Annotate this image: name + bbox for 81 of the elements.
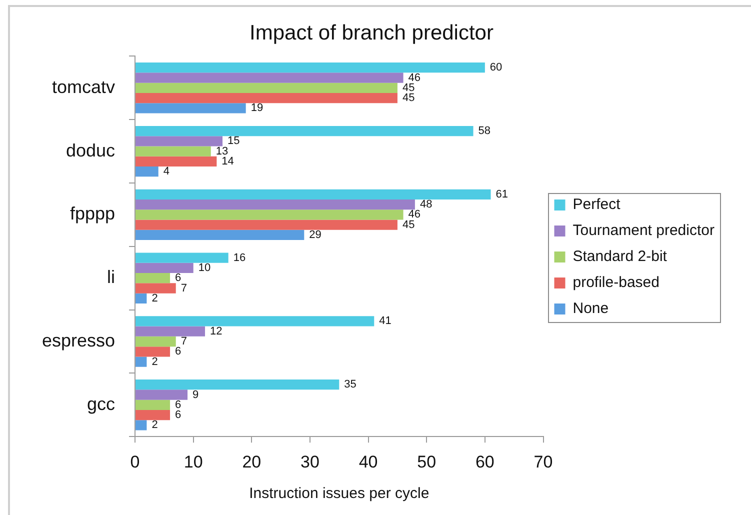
- bar: [136, 326, 206, 336]
- data-label: 6: [175, 409, 182, 422]
- bar: [136, 336, 176, 347]
- data-label: 2: [152, 356, 158, 368]
- x-tick-label: 20: [242, 452, 262, 472]
- x-tick-label: 50: [417, 452, 436, 472]
- bar: [136, 410, 170, 420]
- x-tick-label: 0: [130, 452, 140, 472]
- bar: [136, 82, 398, 93]
- data-label: 12: [210, 325, 222, 338]
- bar: [136, 136, 223, 146]
- bar: [136, 72, 404, 83]
- data-label: 10: [198, 262, 211, 274]
- data-label: 7: [180, 336, 187, 348]
- bar: [136, 92, 398, 104]
- bar: [136, 252, 228, 263]
- data-label: 6: [175, 398, 182, 411]
- bar: [136, 103, 246, 114]
- legend-label: None: [572, 300, 609, 318]
- bar: [136, 156, 217, 167]
- bar: [136, 283, 176, 294]
- bar: [136, 126, 474, 136]
- data-label: 14: [222, 155, 234, 168]
- bar: [136, 420, 147, 430]
- bar: [136, 189, 491, 200]
- bar: [136, 390, 188, 400]
- data-label: 46: [408, 72, 421, 84]
- data-label: 7: [180, 282, 187, 294]
- bar: [136, 230, 304, 240]
- data-label: 6: [175, 346, 182, 358]
- legend-label: profile-based: [572, 274, 660, 292]
- y-tick-label: doduc: [66, 140, 116, 160]
- data-label: 46: [408, 208, 421, 221]
- y-tick-label: fpppp: [70, 204, 116, 224]
- data-label: 35: [344, 378, 356, 391]
- data-label: 2: [152, 292, 158, 304]
- y-tick-label: tomcatv: [52, 76, 116, 97]
- bar: [136, 356, 147, 367]
- x-tick-label: 70: [534, 452, 553, 472]
- y-tick-label: gcc: [87, 394, 116, 414]
- bar: [136, 273, 170, 284]
- data-label: 29: [309, 229, 322, 242]
- data-label: 15: [228, 135, 240, 148]
- data-label: 45: [402, 82, 415, 94]
- data-label: 9: [192, 388, 199, 401]
- legend-label: Standard 2-bit: [572, 248, 668, 266]
- x-tick-label: 10: [184, 452, 203, 472]
- data-label: 45: [402, 218, 415, 231]
- bar: [136, 316, 374, 326]
- data-label: 45: [402, 92, 415, 104]
- x-tick-label: 40: [358, 452, 378, 472]
- data-label: 13: [216, 145, 228, 158]
- x-tick-label: 30: [300, 452, 320, 472]
- data-label: 41: [379, 315, 392, 328]
- data-label: 16: [233, 252, 246, 264]
- bar: [136, 346, 170, 357]
- data-label: 60: [490, 62, 502, 74]
- chart-title: Impact of branch predictor: [250, 21, 494, 44]
- bar: [136, 380, 340, 390]
- data-label: 6: [175, 272, 182, 284]
- bar: [136, 166, 158, 177]
- data-label: 61: [496, 188, 508, 200]
- bar: [136, 146, 211, 156]
- bar: [136, 199, 415, 210]
- bar: [136, 210, 404, 220]
- bar: [136, 62, 485, 73]
- legend-label: Tournament predictor: [572, 222, 714, 240]
- bar: [136, 293, 147, 304]
- data-label: 4: [163, 166, 170, 178]
- data-label: 48: [420, 198, 432, 211]
- bar: [136, 220, 398, 230]
- legend-label: Perfect: [572, 196, 622, 214]
- bar: [136, 262, 194, 274]
- data-label: 19: [250, 102, 264, 114]
- x-axis-title: Instruction issues per cycle: [249, 485, 430, 502]
- y-tick-label: espresso: [42, 330, 116, 350]
- x-tick-label: 60: [475, 452, 494, 472]
- y-tick-label: li: [107, 267, 116, 288]
- bar: [136, 400, 170, 410]
- data-label: 58: [478, 125, 491, 138]
- data-label: 2: [152, 419, 158, 432]
